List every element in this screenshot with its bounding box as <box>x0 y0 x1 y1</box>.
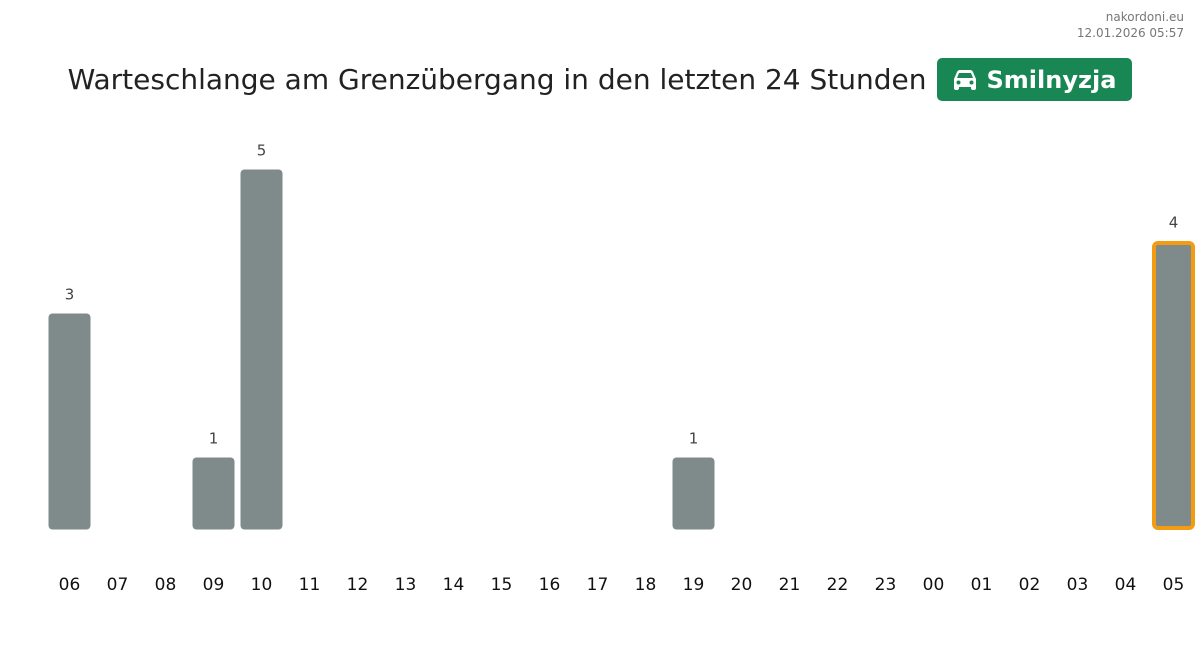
chart-title: Warteschlange am Grenzübergang in den le… <box>67 63 927 96</box>
x-tick-label-16: 16 <box>539 575 561 595</box>
bar-value-label-09: 1 <box>209 430 219 448</box>
crossing-badge: Smilnyzja <box>936 58 1133 101</box>
bar-19 <box>672 457 715 530</box>
bar-value-label-19: 1 <box>689 430 699 448</box>
site-info: nakordoni.eu 12.01.2026 05:57 <box>1077 9 1184 41</box>
x-tick-label-10: 10 <box>251 575 273 595</box>
x-tick-label-00: 00 <box>923 575 945 595</box>
x-tick-label-21: 21 <box>779 575 801 595</box>
x-tick-label-04: 04 <box>1115 575 1137 595</box>
bar-value-label-10: 5 <box>257 142 267 160</box>
x-tick-label-19: 19 <box>683 575 705 595</box>
x-tick-label-02: 02 <box>1019 575 1041 595</box>
x-tick-label-03: 03 <box>1067 575 1089 595</box>
car-icon <box>953 69 976 90</box>
x-tick-label-05: 05 <box>1163 575 1185 595</box>
x-tick-label-12: 12 <box>347 575 369 595</box>
x-tick-label-07: 07 <box>107 575 129 595</box>
bar-09 <box>192 457 235 530</box>
x-tick-label-11: 11 <box>299 575 321 595</box>
x-tick-label-14: 14 <box>443 575 465 595</box>
bar-06 <box>48 313 91 530</box>
timestamp: 12.01.2026 05:57 <box>1076 26 1184 40</box>
x-tick-label-13: 13 <box>395 575 417 595</box>
x-tick-label-20: 20 <box>731 575 753 595</box>
bar-10 <box>240 169 283 530</box>
x-tick-label-15: 15 <box>491 575 513 595</box>
x-tick-label-01: 01 <box>971 575 993 595</box>
x-tick-label-18: 18 <box>635 575 657 595</box>
badge-label: Smilnyzja <box>986 65 1117 94</box>
bar-value-label-05: 4 <box>1169 214 1179 232</box>
chart-header: Warteschlange am Grenzübergang in den le… <box>0 58 1200 101</box>
site-name: nakordoni.eu <box>1105 10 1184 24</box>
bar-05 <box>1152 241 1195 530</box>
x-tick-label-23: 23 <box>875 575 897 595</box>
x-tick-label-17: 17 <box>587 575 609 595</box>
x-tick-label-09: 09 <box>203 575 225 595</box>
x-tick-label-06: 06 <box>59 575 81 595</box>
x-tick-label-22: 22 <box>827 575 849 595</box>
x-tick-label-08: 08 <box>155 575 177 595</box>
bar-value-label-06: 3 <box>65 286 75 304</box>
